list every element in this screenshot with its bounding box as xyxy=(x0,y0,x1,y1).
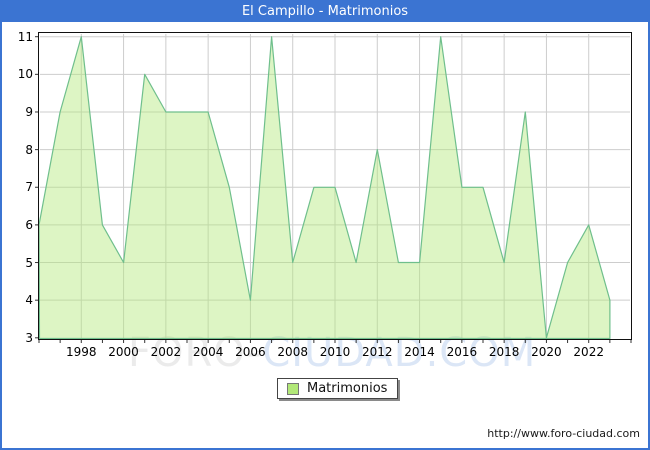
y-tick-label: 8 xyxy=(25,142,33,157)
y-tick-label: 4 xyxy=(25,293,33,308)
y-tick-label: 11 xyxy=(17,29,33,44)
y-tick-label: 7 xyxy=(25,180,33,195)
watermark: FORO-CIUDAD.COM xyxy=(128,330,536,376)
x-tick-label: 2020 xyxy=(531,345,562,359)
y-tick-label: 3 xyxy=(25,330,33,345)
y-tick-label: 5 xyxy=(25,255,33,270)
x-tick-label: 2006 xyxy=(235,345,266,359)
watermark-part2: CIUDAD.COM xyxy=(262,330,537,376)
x-tick-label: 2018 xyxy=(488,345,520,359)
legend-box: Matrimonios xyxy=(277,378,399,399)
footer-url-link[interactable]: http://www.foro-ciudad.com xyxy=(487,427,640,440)
y-tick-label: 6 xyxy=(25,217,33,232)
x-tick-label: 2010 xyxy=(319,345,351,359)
x-tick-label: 2004 xyxy=(192,345,224,359)
x-tick-label: 2014 xyxy=(404,345,435,359)
legend-swatch-icon xyxy=(287,382,299,395)
x-tick-label: 2016 xyxy=(446,345,478,359)
x-tick-label: 2000 xyxy=(108,345,139,359)
chart-title: El Campillo - Matrimonios xyxy=(2,2,648,22)
x-tick-label: 2002 xyxy=(150,345,182,359)
y-tick-label: 9 xyxy=(25,104,33,119)
watermark-part1: FORO- xyxy=(128,330,263,376)
y-tick-label: 10 xyxy=(17,67,33,82)
legend-label: Matrimonios xyxy=(307,381,388,396)
x-tick-label: 2008 xyxy=(277,345,308,359)
x-tick-label: 1998 xyxy=(66,345,97,359)
x-tick-label: 2012 xyxy=(362,345,393,359)
x-tick-label: 2022 xyxy=(573,345,604,359)
